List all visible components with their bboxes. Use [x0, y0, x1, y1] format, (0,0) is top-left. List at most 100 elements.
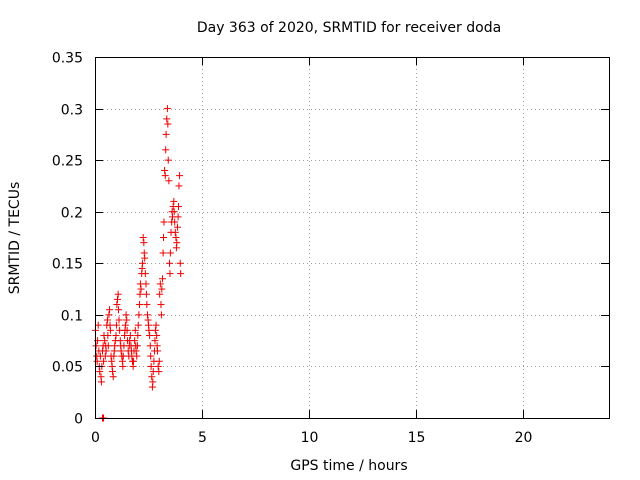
data-point [174, 213, 182, 221]
data-point [104, 331, 112, 339]
data-point [165, 177, 173, 185]
data-point [114, 290, 122, 298]
data-point [121, 321, 129, 329]
plot-frame [95, 57, 610, 419]
data-point [164, 156, 172, 164]
y-axis-label: SRMTID / TECUs [7, 182, 23, 295]
data-point [142, 290, 150, 298]
data-point [105, 311, 113, 319]
data-point [156, 290, 164, 298]
data-point [102, 347, 110, 355]
data-point [115, 306, 123, 314]
data-point [160, 234, 168, 241]
data-point [113, 301, 121, 309]
data-point [141, 254, 149, 262]
data-point [151, 337, 159, 345]
data-point [155, 368, 163, 376]
data-point [142, 280, 150, 288]
data-point [158, 275, 166, 283]
y-tick-label: 0.35 [52, 51, 83, 67]
data-point [170, 208, 178, 216]
data-point [134, 321, 142, 329]
y-tick-label: 0.15 [52, 257, 83, 273]
data-point [160, 218, 168, 226]
axis-ticks [95, 57, 609, 419]
data-point [106, 326, 114, 334]
data-point [97, 378, 105, 386]
y-tick-label: 0.25 [52, 154, 83, 170]
y-tick-label: 0.1 [61, 309, 83, 325]
data-point [101, 337, 109, 345]
data-point [146, 342, 154, 350]
grid [95, 57, 609, 418]
data-point [166, 270, 174, 278]
data-point [126, 331, 134, 339]
data-point [130, 357, 138, 365]
data-point [115, 316, 123, 324]
data-point [131, 326, 139, 334]
data-point [147, 362, 155, 370]
x-tick-label: 20 [515, 430, 533, 446]
data-point [177, 270, 185, 278]
data-point [143, 301, 151, 309]
data-point [122, 311, 130, 319]
y-tick-label: 0.05 [52, 360, 83, 376]
data-point [162, 146, 170, 154]
data-point [113, 295, 121, 303]
data-point [171, 228, 179, 236]
data-point [148, 373, 156, 381]
data-point [164, 120, 172, 128]
data-point [133, 352, 141, 360]
data-point [103, 316, 111, 324]
x-tick-label: 10 [301, 430, 319, 446]
data-point [109, 368, 117, 376]
data-point [175, 203, 183, 211]
data-point [134, 331, 142, 339]
data-point [146, 331, 154, 339]
x-tick-labels: 0 5 10 15 20 [91, 430, 532, 446]
data-point [135, 311, 143, 319]
data-point [132, 347, 140, 355]
data-point [147, 352, 155, 360]
data-point [156, 280, 164, 288]
data-point [112, 321, 120, 329]
data-point [143, 311, 151, 319]
data-point [104, 342, 112, 350]
data-point [139, 234, 147, 241]
data-point [166, 259, 174, 267]
data-point [119, 362, 127, 370]
data-point [159, 249, 167, 257]
data-point [149, 378, 157, 386]
data-point [162, 130, 170, 138]
data-point [161, 166, 169, 174]
data-point [157, 311, 165, 319]
data-point [166, 249, 174, 257]
data-point [171, 218, 179, 226]
data-point [131, 337, 139, 345]
x-tick-label: 0 [91, 430, 100, 446]
x-tick-label: 5 [198, 430, 207, 446]
data-point [123, 316, 131, 324]
data-point [172, 234, 180, 241]
data-point [100, 357, 108, 365]
data-point [106, 306, 114, 314]
chart-title: Day 363 of 2020, SRMTID for receiver dod… [197, 20, 501, 36]
data-point [153, 331, 161, 339]
data-point [139, 259, 147, 267]
data-point [137, 285, 145, 293]
data-point [154, 347, 162, 355]
data-point [170, 197, 178, 205]
data-point [96, 368, 104, 376]
x-axis-label: GPS time / hours [290, 458, 407, 474]
data-point [109, 373, 117, 381]
y-tick-labels: 0 0.05 0.1 0.15 0.2 0.25 0.3 0.35 [52, 51, 83, 428]
data-point [163, 105, 171, 113]
data-point [92, 342, 100, 350]
data-point [111, 342, 119, 350]
x-tick-label: 15 [408, 430, 426, 446]
data-point [155, 357, 163, 365]
data-point [93, 357, 101, 365]
y-tick-label: 0.2 [61, 206, 83, 222]
data-point [136, 301, 144, 309]
